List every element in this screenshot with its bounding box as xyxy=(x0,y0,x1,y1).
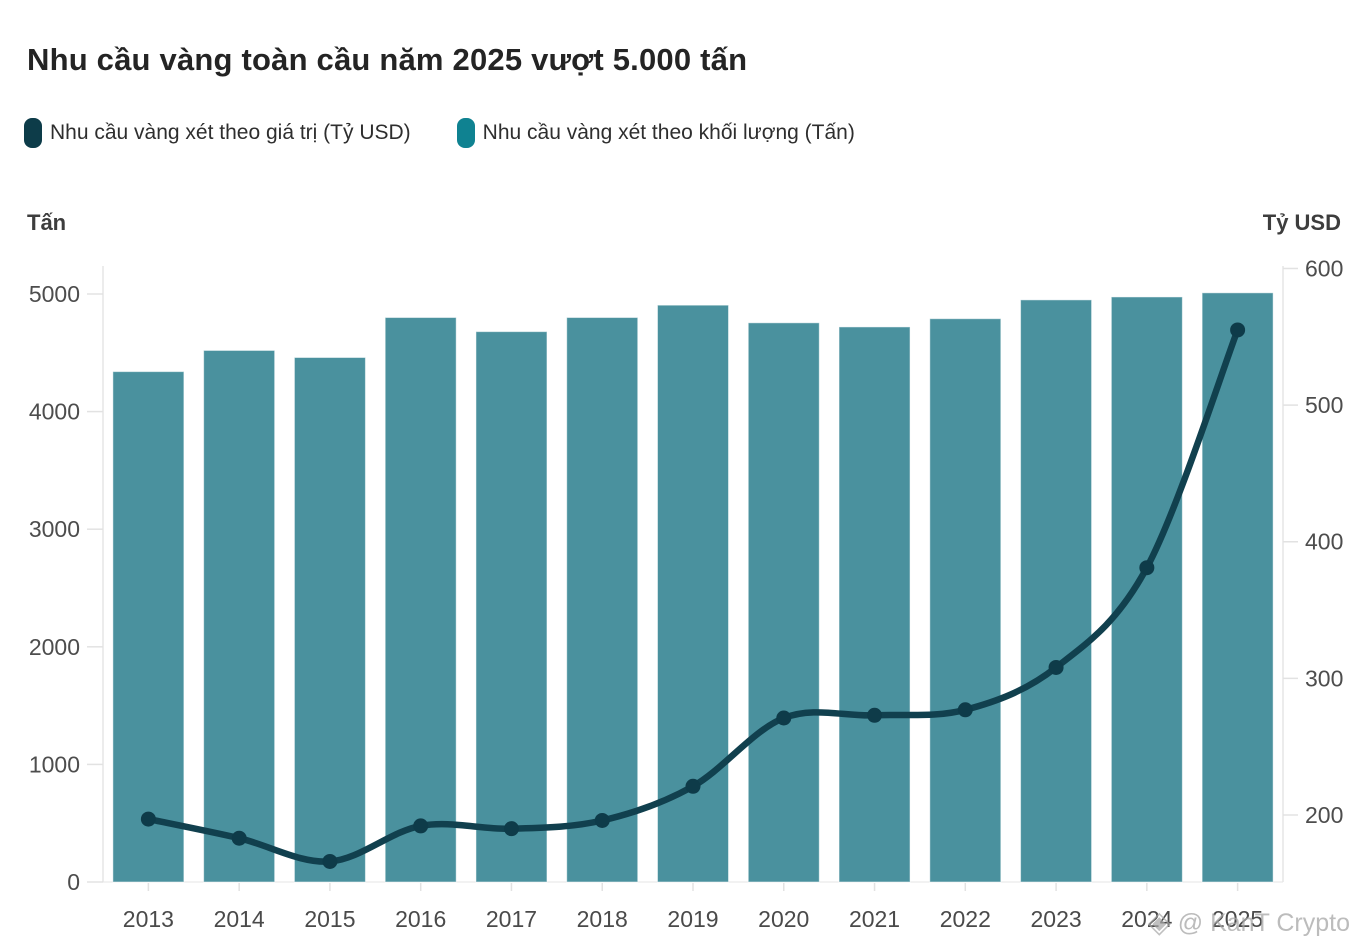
bar-2018[interactable] xyxy=(566,317,639,883)
x-tick-label-2017: 2017 xyxy=(486,906,537,932)
right-tick-label-300: 300 xyxy=(1305,665,1343,691)
line-point-2017[interactable] xyxy=(503,821,519,837)
legend-label-volume: Nhu cầu vàng xét theo khối lượng (Tấn) xyxy=(482,121,855,144)
legend-label-value: Nhu cầu vàng xét theo giá trị (Tỷ USD) xyxy=(50,121,411,144)
bar-2020[interactable] xyxy=(747,322,820,883)
legend-swatch-value-icon xyxy=(24,118,42,148)
right-tick-label-200: 200 xyxy=(1305,802,1343,828)
bar-2023[interactable] xyxy=(1020,299,1093,883)
line-point-2018[interactable] xyxy=(594,812,610,828)
x-tick-label-2019: 2019 xyxy=(667,906,718,932)
x-tick-label-2023: 2023 xyxy=(1030,906,1081,932)
x-tick-label-2015: 2015 xyxy=(304,906,355,932)
line-point-2024[interactable] xyxy=(1139,560,1155,576)
left-tick-label-2000: 2000 xyxy=(29,634,80,660)
legend-item-volume[interactable]: Nhu cầu vàng xét theo khối lượng (Tấn) xyxy=(456,118,855,148)
line-point-2021[interactable] xyxy=(867,707,883,723)
line-point-2015[interactable] xyxy=(322,853,338,869)
right-axis-title: Tỷ USD xyxy=(1262,210,1341,235)
chart-title: Nhu cầu vàng toàn cầu năm 2025 vượt 5.00… xyxy=(27,42,748,77)
right-tick-label-400: 400 xyxy=(1305,529,1343,555)
line-point-2020[interactable] xyxy=(776,710,792,726)
x-tick-label-2016: 2016 xyxy=(395,906,446,932)
left-tick-label-4000: 4000 xyxy=(29,399,80,425)
left-tick-label-1000: 1000 xyxy=(29,751,80,777)
x-tick-label-2020: 2020 xyxy=(758,906,809,932)
right-tick-label-600: 600 xyxy=(1305,255,1343,281)
legend-item-value[interactable]: Nhu cầu vàng xét theo giá trị (Tỷ USD) xyxy=(24,118,411,148)
legend: Nhu cầu vàng xét theo giá trị (Tỷ USD) N… xyxy=(24,118,855,148)
left-tick-label-0: 0 xyxy=(67,869,80,895)
bar-2015[interactable] xyxy=(293,357,366,883)
line-point-2014[interactable] xyxy=(231,830,247,846)
x-tick-label-2021: 2021 xyxy=(849,906,900,932)
x-tick-label-2014: 2014 xyxy=(214,906,265,932)
line-point-2013[interactable] xyxy=(140,811,156,827)
bar-2013[interactable] xyxy=(112,371,185,883)
line-point-2016[interactable] xyxy=(413,818,429,834)
bar-2025[interactable] xyxy=(1201,292,1274,883)
bar-2024[interactable] xyxy=(1110,296,1183,883)
line-point-2022[interactable] xyxy=(957,702,973,718)
x-tick-label-2022: 2022 xyxy=(940,906,991,932)
x-tick-label-2018: 2018 xyxy=(577,906,628,932)
x-tick-label-2025: 2025 xyxy=(1212,906,1263,932)
bar-2021[interactable] xyxy=(838,326,911,883)
line-point-2019[interactable] xyxy=(685,778,701,794)
left-tick-label-5000: 5000 xyxy=(29,281,80,307)
left-axis-title: Tấn xyxy=(27,210,67,235)
x-tick-label-2024: 2024 xyxy=(1121,906,1172,932)
bar-2022[interactable] xyxy=(929,318,1002,883)
bar-2016[interactable] xyxy=(384,317,457,883)
line-point-2025[interactable] xyxy=(1230,322,1246,338)
bar-2017[interactable] xyxy=(475,331,548,883)
left-tick-label-3000: 3000 xyxy=(29,516,80,542)
x-tick-label-2013: 2013 xyxy=(123,906,174,932)
right-tick-label-500: 500 xyxy=(1305,392,1343,418)
legend-swatch-volume-icon xyxy=(456,118,475,148)
bar-2014[interactable] xyxy=(203,349,276,883)
line-point-2023[interactable] xyxy=(1048,659,1064,675)
